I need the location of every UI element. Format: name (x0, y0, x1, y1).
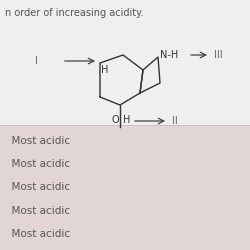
Text: O: O (112, 115, 119, 125)
Text: Most acidic: Most acidic (5, 182, 70, 192)
Text: II: II (172, 116, 178, 126)
Text: n order of increasing acidity.: n order of increasing acidity. (5, 8, 143, 18)
Bar (0, 125, 250, 250)
Text: III: III (214, 50, 223, 60)
Text: N-H: N-H (160, 50, 178, 60)
Text: Most acidic: Most acidic (5, 206, 70, 216)
Text: Most acidic: Most acidic (5, 136, 70, 146)
Text: Most acidic: Most acidic (5, 159, 70, 169)
Text: H: H (123, 115, 130, 125)
Text: Most acidic: Most acidic (5, 229, 70, 239)
Text: I: I (35, 56, 38, 66)
Text: H: H (101, 65, 108, 75)
